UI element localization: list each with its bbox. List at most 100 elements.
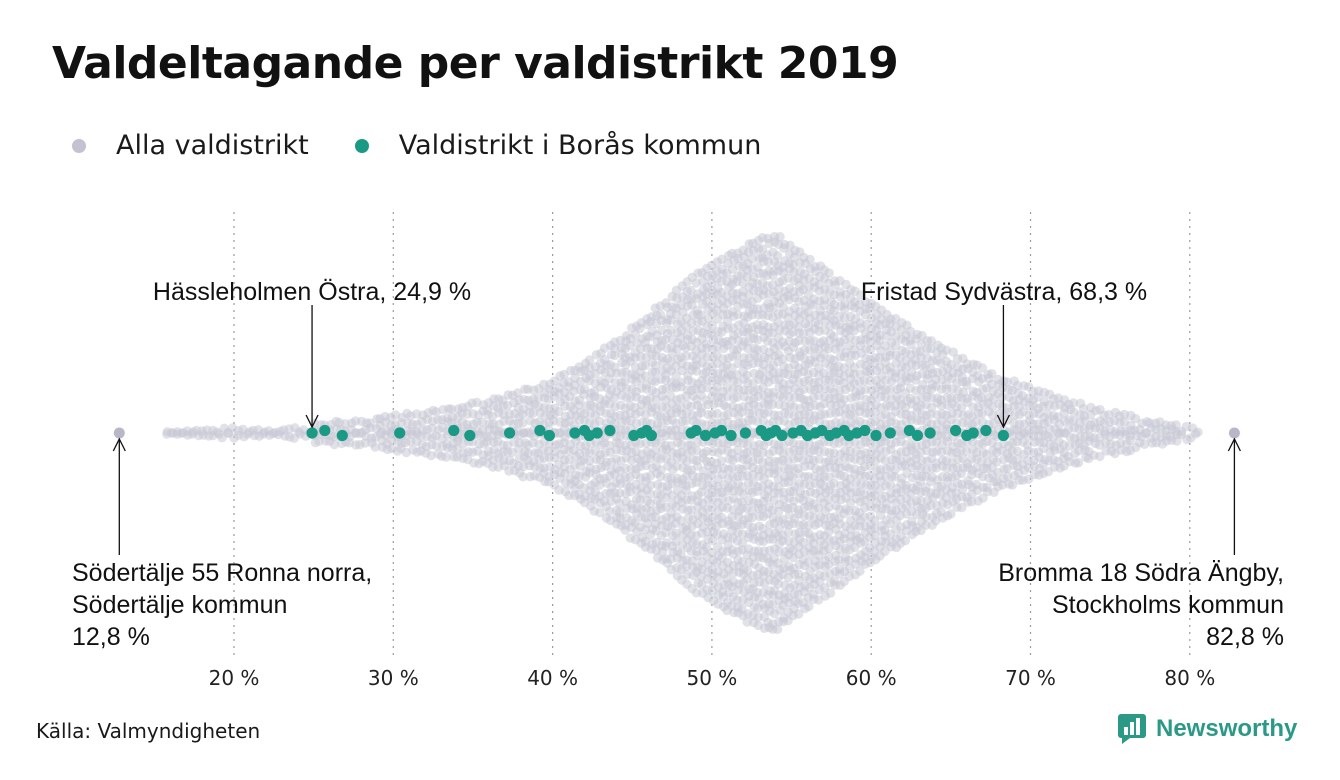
district-point <box>957 502 967 513</box>
annotation-arrowhead <box>112 437 126 452</box>
district-point <box>732 392 742 402</box>
district-point <box>869 523 880 533</box>
district-point <box>891 341 901 351</box>
district-point <box>681 485 691 496</box>
tick-label: 30 % <box>368 666 419 690</box>
annotation-arrowhead <box>305 414 319 429</box>
boras-district-point <box>967 427 979 439</box>
district-point <box>870 530 880 541</box>
boras-district-point <box>911 429 924 442</box>
district-point <box>426 450 436 461</box>
district-point <box>595 508 605 518</box>
legend-item-all: Alla valdistrikt <box>72 130 309 161</box>
district-point <box>742 272 752 282</box>
district-point <box>1078 404 1089 414</box>
boras-district-point <box>980 424 992 437</box>
boras-districts <box>306 424 1010 442</box>
annotation-hassleholmen: Hässleholmen Östra, 24,9 % <box>153 278 471 306</box>
district-point <box>604 506 615 516</box>
brand-name: Newsworthy <box>1156 715 1298 742</box>
boras-district-point <box>394 427 406 439</box>
tick-label: 60 % <box>846 666 897 690</box>
district-point <box>441 452 451 462</box>
district-point <box>885 385 895 395</box>
annotations: Hässleholmen Östra, 24,9 % Fristad Sydväs… <box>72 278 1284 651</box>
boras-district-point <box>699 429 712 442</box>
boras-district-point <box>464 429 476 442</box>
district-point <box>482 437 492 447</box>
annotation-arrows <box>112 305 1241 555</box>
tick-label: 70 % <box>1005 666 1056 690</box>
district-point <box>825 588 836 598</box>
boras-district-point <box>448 424 460 437</box>
district-point <box>446 404 457 414</box>
district-point <box>676 548 686 559</box>
boras-district-point <box>504 427 516 439</box>
district-point <box>1139 439 1150 449</box>
district-point <box>681 351 691 361</box>
chart-title: Valdeltagande per valdistrikt 2019 <box>52 38 899 89</box>
district-point <box>462 419 472 430</box>
extreme-point <box>1228 427 1240 439</box>
tick-label: 20 % <box>209 666 260 690</box>
district-point <box>772 624 783 634</box>
boras-district-point <box>645 429 658 442</box>
district-point <box>921 512 931 522</box>
annotation-sodertalje-line: 12,8 % <box>72 623 150 651</box>
district-point <box>609 350 620 361</box>
district-point <box>1125 435 1135 446</box>
district-point <box>875 330 885 340</box>
annotation-arrowhead <box>996 414 1011 429</box>
district-point <box>824 502 834 512</box>
district-point <box>977 363 988 373</box>
district-point <box>925 363 936 374</box>
district-point <box>824 527 834 537</box>
district-point <box>1012 381 1023 391</box>
boras-district-point <box>534 424 546 437</box>
legend-dot-boras <box>354 138 369 153</box>
district-point <box>707 320 717 331</box>
district-point <box>625 340 635 351</box>
district-point <box>748 409 758 419</box>
annotation-fristad: Fristad Sydvästra, 68,3 % <box>861 278 1147 306</box>
boras-district-point <box>859 424 871 437</box>
district-point <box>805 254 815 265</box>
district-point <box>987 379 997 389</box>
legend-label-all: Alla valdistrikt <box>116 130 309 161</box>
boras-district-point <box>884 427 896 439</box>
legend: Alla valdistrikt Valdistrikt i Borås kom… <box>72 130 807 161</box>
tick-label: 50 % <box>686 666 737 690</box>
district-point <box>701 339 711 349</box>
district-point <box>772 251 783 261</box>
annotation-fristad-line: Fristad Sydvästra, 68,3 % <box>861 278 1147 306</box>
district-point <box>778 354 788 364</box>
boras-district-point <box>543 429 556 442</box>
boras-district-point <box>604 424 616 437</box>
district-point <box>1002 377 1012 387</box>
boras-district-point <box>725 429 737 442</box>
district-point <box>890 472 900 482</box>
district-point <box>926 336 936 346</box>
district-point <box>895 395 905 405</box>
legend-label-boras: Valdistrikt i Borås kommun <box>398 130 762 161</box>
district-point <box>1172 436 1182 446</box>
district-point <box>839 394 849 405</box>
district-point <box>676 440 686 450</box>
boras-district-point <box>924 427 936 439</box>
district-point <box>1171 420 1181 430</box>
boras-district-point <box>739 427 752 439</box>
district-point <box>314 436 324 446</box>
x-axis-ticks: 20 % 30 % 40 % 50 % 60 % 70 % 80 % <box>209 666 1216 690</box>
district-point <box>584 355 595 365</box>
all-districts-swarm <box>162 232 1203 634</box>
district-point <box>794 609 804 619</box>
district-point <box>997 392 1007 402</box>
annotation-bromma: Bromma 18 Södra Ängby, Stockholms kommun 8… <box>998 559 1284 651</box>
district-point <box>635 495 645 505</box>
district-point <box>1191 429 1201 439</box>
boras-district-point <box>306 427 318 439</box>
boras-district-point <box>336 429 348 442</box>
district-point <box>645 489 655 499</box>
annotation-arrowhead <box>1227 437 1241 452</box>
district-point <box>799 384 809 394</box>
